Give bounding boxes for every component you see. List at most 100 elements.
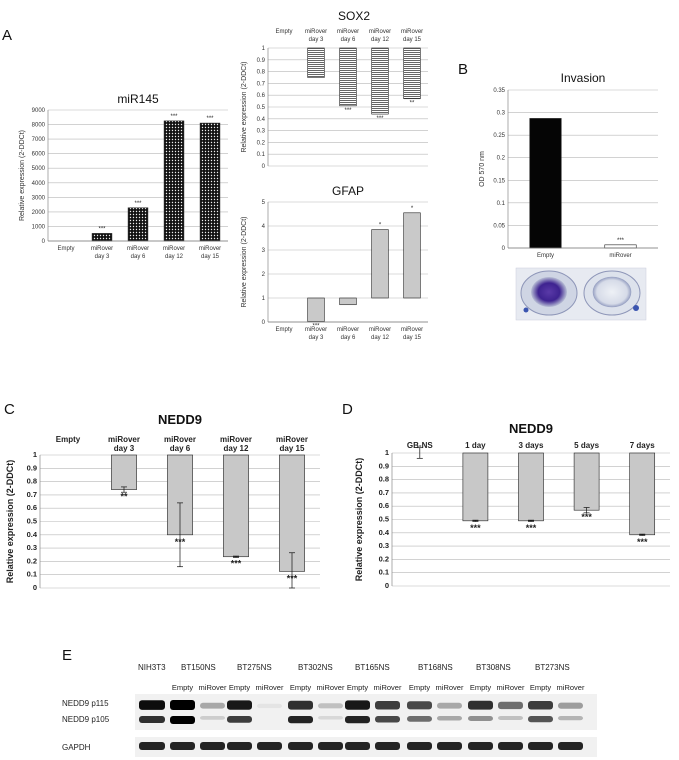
wb-band-p105 [468, 716, 493, 721]
y-axis-label: OD 570 nm [479, 151, 486, 187]
category-label: miRover [164, 435, 196, 444]
significance-label: *** [617, 238, 625, 244]
wb-band-gapdh [170, 742, 195, 750]
wb-band-gapdh [288, 742, 313, 750]
category-label: day 15 [403, 335, 422, 341]
wb-cell-line: BT165NS [355, 663, 390, 672]
wb-row-label: NEDD9 p105 [62, 715, 110, 724]
bar [371, 229, 389, 299]
y-tick-label: 0.9 [27, 463, 37, 472]
wb-lane-label: Empty [530, 683, 552, 692]
category-label: miRover [337, 327, 359, 333]
y-tick-label: 0.1 [379, 568, 389, 577]
chart-title: miR145 [117, 92, 159, 106]
y-tick-label: 0.4 [379, 528, 390, 537]
y-tick-label: 7000 [32, 137, 46, 143]
category-label: miRover [369, 327, 391, 333]
y-tick-label: 0.3 [27, 543, 37, 552]
wb-band-p105 [139, 716, 165, 723]
y-axis-label: Relative expression (2-DDCt) [5, 460, 15, 584]
y-tick-label: 0.5 [27, 517, 37, 526]
y-tick-label: 6000 [32, 152, 46, 158]
wb-lane-label: miRover [317, 683, 345, 692]
significance-label: *** [170, 114, 178, 120]
significance-label: *** [376, 116, 384, 122]
significance-label: *** [637, 537, 648, 547]
wb-band-p115 [170, 700, 195, 710]
category-label: Empty [275, 29, 292, 35]
wb-band-gapdh [498, 742, 523, 750]
wb-cell-line: BT168NS [418, 663, 453, 672]
wb-lane-label: miRover [199, 683, 227, 692]
category-label: Empty [56, 435, 81, 444]
category-label: day 3 [309, 37, 324, 43]
wb-row-label: GAPDH [62, 743, 91, 752]
y-tick-label: 0.15 [493, 178, 505, 184]
category-label: miRover [199, 246, 221, 252]
y-axis-label: Relative expression (2-DDCt) [241, 61, 248, 152]
wb-band-p105 [345, 716, 370, 724]
category-label: day 12 [165, 254, 184, 260]
y-tick-label: 5000 [32, 166, 46, 172]
wb-lane-label: miRover [436, 683, 464, 692]
y-tick-label: 0.5 [379, 515, 389, 524]
wb-band-p115 [139, 700, 165, 710]
category-label: Empty [275, 327, 292, 333]
wb-lane-label: Empty [290, 683, 312, 692]
category-label: miRover [276, 435, 308, 444]
wb-band-p115 [288, 700, 313, 710]
wb-band-gapdh [257, 742, 282, 750]
y-tick-label: 0.4 [257, 117, 266, 123]
wb-band-gapdh [375, 742, 400, 750]
y-tick-label: 0 [262, 164, 266, 170]
y-tick-label: 0.25 [493, 133, 505, 139]
wb-band-gapdh [318, 742, 343, 750]
category-label: miRover [220, 435, 252, 444]
significance-label: *** [134, 201, 142, 207]
y-tick-label: 1000 [32, 224, 46, 230]
wb-band-p115 [227, 700, 252, 710]
wb-band-p115 [528, 701, 553, 710]
significance-label: *** [287, 573, 298, 583]
wb-lane-labels: Empty miRover Empty miRover Empty miRover Empt… [172, 683, 585, 692]
y-tick-label: 1 [262, 46, 266, 52]
category-label: miRover [609, 253, 631, 259]
category-label: miRover [401, 29, 423, 35]
y-tick-label: 0.3 [379, 541, 389, 550]
y-tick-label: 0.1 [27, 570, 37, 579]
bar [462, 452, 489, 522]
category-label: GB-NS [407, 441, 433, 450]
y-tick-label: 0.1 [257, 152, 266, 158]
y-tick-label: 9000 [32, 108, 46, 114]
significance-label: *** [581, 512, 592, 522]
y-tick-label: 8000 [32, 123, 46, 129]
category-label: 5 days [574, 441, 599, 450]
y-tick-label: 0 [385, 581, 389, 590]
wb-band-p105 [558, 716, 583, 721]
significance-label: *** [98, 226, 106, 232]
category-label: miRover [337, 29, 359, 35]
bar [339, 297, 357, 306]
category-label: day 6 [131, 254, 146, 260]
y-tick-label: 2 [262, 272, 266, 278]
significance-label: ** [120, 492, 128, 502]
y-tick-label: 0.8 [257, 70, 266, 76]
wb-band-p105 [288, 716, 313, 724]
category-label: miRover [127, 246, 149, 252]
y-tick-label: 0.35 [493, 88, 505, 94]
y-tick-label: 2000 [32, 210, 46, 216]
wb-cell-line: BT273NS [535, 663, 570, 672]
y-tick-label: 0.8 [379, 475, 389, 484]
wb-band-gapdh [528, 742, 553, 750]
wb-bands [139, 700, 583, 750]
bar [223, 454, 249, 558]
wb-row-label: NEDD9 p115 [62, 699, 109, 708]
y-tick-label: 0.1 [497, 201, 506, 207]
y-tick-label: 0 [33, 583, 37, 592]
wb-lane-label: miRover [256, 683, 284, 692]
y-tick-label: 0.2 [379, 554, 389, 563]
